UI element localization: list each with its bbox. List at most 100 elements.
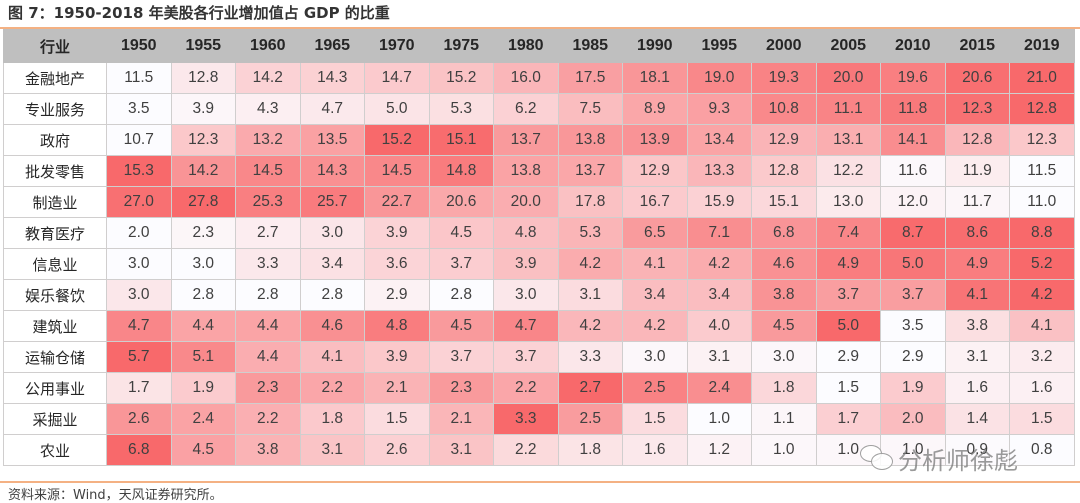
value-cell: 4.8: [364, 310, 430, 342]
figure-title: 图 7：1950-2018 年美股各行业增加值占 GDP 的比重: [8, 4, 390, 22]
row-label: 制造业: [3, 186, 107, 218]
value-cell: 11.6: [880, 155, 946, 187]
value-cell: 15.9: [686, 186, 752, 218]
value-cell: 17.5: [557, 62, 623, 94]
value-cell: 3.0: [170, 248, 236, 280]
value-cell: 5.0: [364, 93, 430, 125]
column-header: 1965: [299, 29, 365, 63]
value-cell: 3.1: [299, 434, 365, 466]
table-row: 批发零售 15.3 14.2 14.5 14.3 14.5 14.8 13.8 13.7 12.9…: [3, 155, 1075, 187]
value-cell: 2.8: [428, 279, 494, 311]
top-rule: [0, 27, 1080, 29]
value-cell: 12.3: [1009, 124, 1075, 156]
value-cell: 12.8: [170, 62, 236, 94]
table-row: 专业服务 3.5 3.9 4.3 4.7 5.0 5.3 6.2 7.5 8.9 9.3 10.8 11…: [3, 93, 1075, 125]
value-cell: 19.3: [751, 62, 817, 94]
value-cell: 2.7: [557, 372, 623, 404]
value-cell: 1.4: [944, 403, 1010, 435]
value-cell: 4.7: [493, 310, 559, 342]
value-cell: 15.2: [364, 124, 430, 156]
value-cell: 11.7: [944, 186, 1010, 218]
value-cell: 3.8: [751, 279, 817, 311]
column-header: 1975: [428, 29, 494, 63]
value-cell: 7.1: [686, 217, 752, 249]
column-header: 1980: [493, 29, 559, 63]
value-cell: 3.8: [235, 434, 301, 466]
value-cell: 3.7: [428, 341, 494, 373]
value-cell: 0.8: [1009, 434, 1075, 466]
value-cell: 14.7: [364, 62, 430, 94]
value-cell: 1.9: [170, 372, 236, 404]
value-cell: 3.5: [880, 310, 946, 342]
bottom-rule: [0, 481, 1080, 483]
value-cell: 4.7: [299, 93, 365, 125]
value-cell: 1.0: [686, 403, 752, 435]
value-cell: 3.3: [493, 403, 559, 435]
value-cell: 12.9: [751, 124, 817, 156]
value-cell: 4.4: [235, 310, 301, 342]
column-header: 2005: [815, 29, 881, 63]
table-row: 教育医疗 2.0 2.3 2.7 3.0 3.9 4.5 4.8 5.3 6.5 7.1 6.8 7.4…: [3, 217, 1075, 249]
row-label: 建筑业: [3, 310, 107, 342]
value-cell: 22.7: [364, 186, 430, 218]
value-cell: 13.4: [686, 124, 752, 156]
value-cell: 12.9: [622, 155, 688, 187]
value-cell: 5.7: [106, 341, 172, 373]
value-cell: 12.8: [751, 155, 817, 187]
value-cell: 4.9: [944, 248, 1010, 280]
column-header: 1955: [170, 29, 236, 63]
value-cell: 0.9: [944, 434, 1010, 466]
row-label: 金融地产: [3, 62, 107, 94]
value-cell: 6.5: [622, 217, 688, 249]
value-cell: 1.8: [557, 434, 623, 466]
value-cell: 17.8: [557, 186, 623, 218]
value-cell: 4.6: [751, 248, 817, 280]
value-cell: 2.6: [106, 403, 172, 435]
value-cell: 3.7: [428, 248, 494, 280]
row-label: 农业: [3, 434, 107, 466]
value-cell: 14.3: [299, 62, 365, 94]
value-cell: 2.6: [364, 434, 430, 466]
value-cell: 4.4: [170, 310, 236, 342]
value-cell: 3.7: [815, 279, 881, 311]
value-cell: 7.4: [815, 217, 881, 249]
value-cell: 5.0: [815, 310, 881, 342]
value-cell: 11.9: [944, 155, 1010, 187]
value-cell: 1.8: [751, 372, 817, 404]
value-cell: 4.1: [944, 279, 1010, 311]
value-cell: 4.2: [557, 248, 623, 280]
value-cell: 1.6: [944, 372, 1010, 404]
value-cell: 3.3: [557, 341, 623, 373]
value-cell: 14.2: [170, 155, 236, 187]
value-cell: 4.3: [235, 93, 301, 125]
value-cell: 4.9: [815, 248, 881, 280]
value-cell: 3.0: [493, 279, 559, 311]
value-cell: 1.7: [106, 372, 172, 404]
value-cell: 20.0: [815, 62, 881, 94]
value-cell: 3.0: [751, 341, 817, 373]
value-cell: 3.4: [686, 279, 752, 311]
table-row: 信息业 3.0 3.0 3.3 3.4 3.6 3.7 3.9 4.2 4.1 4.2 4.6 4.9 5…: [3, 248, 1075, 280]
value-cell: 15.3: [106, 155, 172, 187]
value-cell: 4.6: [299, 310, 365, 342]
value-cell: 2.8: [299, 279, 365, 311]
value-cell: 25.7: [299, 186, 365, 218]
column-header: 1990: [622, 29, 688, 63]
row-label: 专业服务: [3, 93, 107, 125]
value-cell: 13.8: [557, 124, 623, 156]
table-row: 建筑业 4.7 4.4 4.4 4.6 4.8 4.5 4.7 4.2 4.2 4.0 4.5 5.0 3…: [3, 310, 1075, 342]
value-cell: 3.0: [106, 279, 172, 311]
row-label: 采掘业: [3, 403, 107, 435]
value-cell: 5.2: [1009, 248, 1075, 280]
value-cell: 27.8: [170, 186, 236, 218]
value-cell: 13.1: [815, 124, 881, 156]
value-cell: 1.0: [751, 434, 817, 466]
value-cell: 12.8: [944, 124, 1010, 156]
value-cell: 14.5: [235, 155, 301, 187]
value-cell: 2.5: [622, 372, 688, 404]
value-cell: 8.6: [944, 217, 1010, 249]
value-cell: 4.5: [428, 217, 494, 249]
row-label: 运输仓储: [3, 341, 107, 373]
value-cell: 4.5: [170, 434, 236, 466]
value-cell: 6.8: [106, 434, 172, 466]
